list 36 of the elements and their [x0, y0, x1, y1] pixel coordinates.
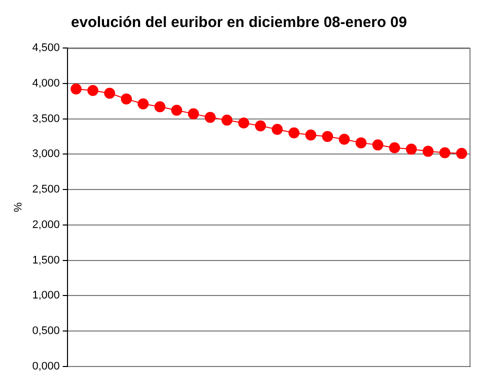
- point: [338, 134, 350, 145]
- y-tick-label: 4,000: [32, 77, 60, 90]
- point: [188, 108, 199, 120]
- point: [456, 148, 468, 159]
- point: [120, 93, 132, 104]
- y-tick-label: 0,000: [32, 360, 60, 372]
- y-tick-label: 3,000: [32, 148, 60, 160]
- point: [372, 139, 384, 150]
- point: [87, 84, 98, 96]
- point: [138, 98, 149, 110]
- y-axis-title: %: [12, 202, 25, 212]
- point: [104, 88, 116, 99]
- point: [254, 120, 266, 132]
- point: [389, 142, 400, 154]
- y-tick-label: 4,500: [32, 42, 60, 54]
- point: [439, 147, 450, 158]
- y-tick-label: 3,500: [32, 112, 60, 125]
- y-tick-label: 1,500: [32, 254, 60, 266]
- point: [422, 146, 434, 157]
- y-tick-label: 1,000: [32, 290, 60, 302]
- point: [154, 101, 166, 112]
- y-tick-label: 2,500: [32, 184, 60, 196]
- point: [204, 112, 216, 123]
- y-tick-label: 0,500: [32, 325, 60, 338]
- point: [288, 127, 300, 138]
- point: [356, 137, 367, 148]
- point: [322, 130, 334, 142]
- point: [406, 144, 417, 155]
- point: [238, 118, 250, 128]
- point: [221, 114, 232, 126]
- y-tick-label: 2,000: [32, 218, 60, 231]
- point: [70, 84, 82, 95]
- point: [272, 124, 283, 135]
- chart-title: evolución del euribor en diciembre 08-enero 09: [71, 14, 407, 32]
- point: [305, 130, 316, 141]
- point: [171, 104, 182, 116]
